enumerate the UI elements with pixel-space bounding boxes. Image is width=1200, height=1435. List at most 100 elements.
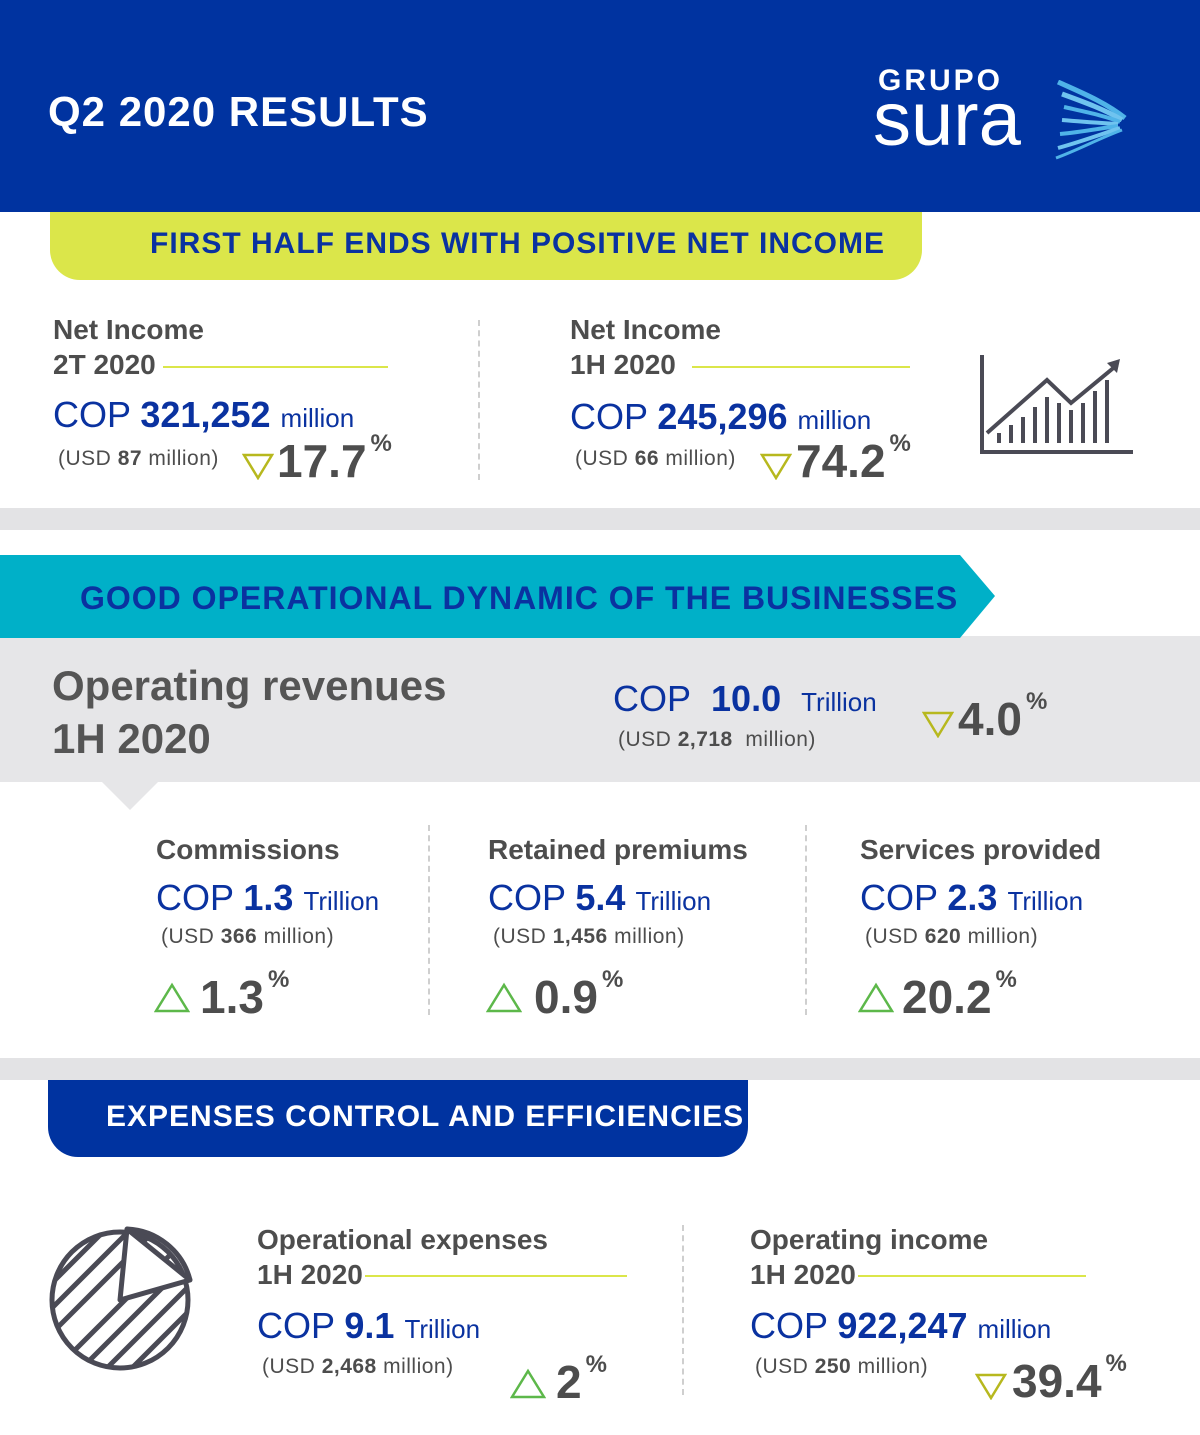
net-income-1h-label: Net Income 1H 2020 <box>570 312 721 382</box>
change-unit: % <box>267 966 290 993</box>
triangle-down-icon <box>975 1373 1007 1400</box>
item-usd: (USD 620 million) <box>865 925 1101 949</box>
usd-suffix: million) <box>745 728 816 751</box>
divider-line <box>163 366 388 368</box>
banner-text: GOOD OPERATIONAL DYNAMIC OF THE BUSINESS… <box>80 580 959 616</box>
unit: Trillion <box>404 1314 481 1344</box>
unit: Trillion <box>635 886 712 916</box>
commissions-item: Commissions COP 1.3 Trillion (USD 366 mi… <box>156 832 379 949</box>
change-value: 74.2 <box>796 435 886 487</box>
title-line2: 1H 2020 <box>52 714 211 762</box>
header-bar <box>0 0 1200 212</box>
operating-revenues-title: Operating revenues 1H 2020 <box>52 660 446 765</box>
retained-premiums-item: Retained premiums COP 5.4 Trillion (USD … <box>488 832 748 949</box>
usd-suffix: million) <box>383 1355 454 1378</box>
operational-dynamic-banner <box>0 555 995 638</box>
item-usd: (USD 1,456 million) <box>493 925 748 949</box>
pie-chart-icon <box>49 1226 193 1371</box>
currency: COP <box>257 1305 335 1346</box>
amount: 245,296 <box>657 396 788 437</box>
item-label: Services provided <box>860 834 1102 865</box>
divider-line <box>858 1275 1086 1277</box>
amount: 5.4 <box>575 877 626 918</box>
amount: 922,247 <box>837 1305 968 1346</box>
positive-net-income-banner: FIRST HALF ENDS WITH POSITIVE NET INCOME <box>50 212 922 280</box>
operating-income-usd: (USD 250 million) <box>755 1355 928 1379</box>
usd-suffix: million) <box>857 1355 929 1378</box>
triangle-up-icon <box>486 982 522 1013</box>
operating-revenues-panel <box>0 636 1200 782</box>
net-income-2t-value: COP 321,252 million <box>53 394 354 436</box>
triangle-up-icon <box>858 982 894 1013</box>
vertical-divider <box>682 1225 684 1395</box>
usd-prefix: (USD <box>262 1355 316 1378</box>
unit: million <box>797 405 872 435</box>
vertical-divider <box>428 825 430 1015</box>
net-income-1h-value: COP 245,296 million <box>570 396 871 438</box>
currency: COP <box>860 877 938 918</box>
section-separator <box>0 1058 1200 1080</box>
currency: COP <box>613 678 692 719</box>
usd-suffix: million) <box>967 925 1039 948</box>
amount: 9.1 <box>344 1305 395 1346</box>
unit: million <box>977 1314 1052 1344</box>
rising-bar-chart-icon <box>980 355 1133 454</box>
unit: Trillion <box>801 687 877 717</box>
currency: COP <box>570 396 648 437</box>
divider-line <box>365 1275 627 1277</box>
currency: COP <box>750 1305 828 1346</box>
label-line1: Operational expenses <box>257 1224 549 1255</box>
item-value: COP 2.3 Trillion <box>860 877 1101 919</box>
usd-prefix: (USD <box>755 1355 809 1378</box>
services-provided-change: 20.2% <box>902 966 1017 1024</box>
usd-amount: 2,718 <box>677 728 733 751</box>
amount: 1.3 <box>243 877 294 918</box>
unit: million <box>280 403 355 433</box>
commissions-change: 1.3% <box>200 966 289 1024</box>
net-income-2t-change: 17.7% <box>277 430 392 488</box>
label-line2: 2T 2020 <box>53 349 156 380</box>
triangle-down-icon <box>760 453 792 480</box>
label-line2: 1H 2020 <box>570 349 676 380</box>
item-usd: (USD 366 million) <box>161 925 379 949</box>
amount: 10.0 <box>711 678 782 719</box>
item-label: Retained premiums <box>488 834 748 865</box>
item-label: Commissions <box>156 834 340 865</box>
label-line2: 1H 2020 <box>257 1259 363 1290</box>
amount: 321,252 <box>140 394 271 435</box>
operational-expenses-change: 2% <box>556 1351 607 1409</box>
section-separator <box>0 508 1200 530</box>
currency: COP <box>488 877 566 918</box>
change-unit: % <box>1025 688 1048 715</box>
label-line2: 1H 2020 <box>750 1259 856 1290</box>
usd-prefix: (USD <box>575 447 629 470</box>
usd-prefix: (USD <box>58 447 112 470</box>
pointer-notch <box>100 780 160 810</box>
divider-line <box>692 366 910 368</box>
change-value: 1.3 <box>200 971 264 1023</box>
services-provided-item: Services provided COP 2.3 Trillion (USD … <box>860 832 1101 949</box>
usd-amount: 66 <box>634 447 660 470</box>
change-unit: % <box>995 966 1017 993</box>
net-income-2t-label: Net Income 2T 2020 <box>53 312 204 382</box>
logo-sura-text: sura <box>873 77 1021 162</box>
change-unit: % <box>585 1351 607 1378</box>
unit: Trillion <box>1007 886 1084 916</box>
change-unit: % <box>601 966 624 993</box>
change-value: 2 <box>556 1356 582 1408</box>
operating-revenues-value: COP 10.0 Trillion <box>613 678 877 720</box>
net-income-2t-usd: (USD 87 million) <box>58 447 219 471</box>
usd-prefix: (USD <box>865 925 919 948</box>
page-title: Q2 2020 RESULTS <box>48 88 429 135</box>
usd-prefix: (USD <box>493 925 547 948</box>
usd-suffix: million) <box>148 447 219 470</box>
usd-suffix: million) <box>614 925 685 948</box>
operational-expenses-label: Operational expenses 1H 2020 <box>257 1222 548 1292</box>
label-line1: Net Income <box>53 314 204 345</box>
usd-amount: 87 <box>117 447 143 470</box>
net-income-1h-change: 74.2% <box>796 430 911 488</box>
operational-expenses-usd: (USD 2,468 million) <box>262 1355 454 1379</box>
operating-revenues-change: 4.0% <box>958 688 1047 746</box>
expenses-control-banner: EXPENSES CONTROL AND EFFICIENCIES <box>48 1080 748 1157</box>
usd-amount: 2,468 <box>321 1355 377 1378</box>
